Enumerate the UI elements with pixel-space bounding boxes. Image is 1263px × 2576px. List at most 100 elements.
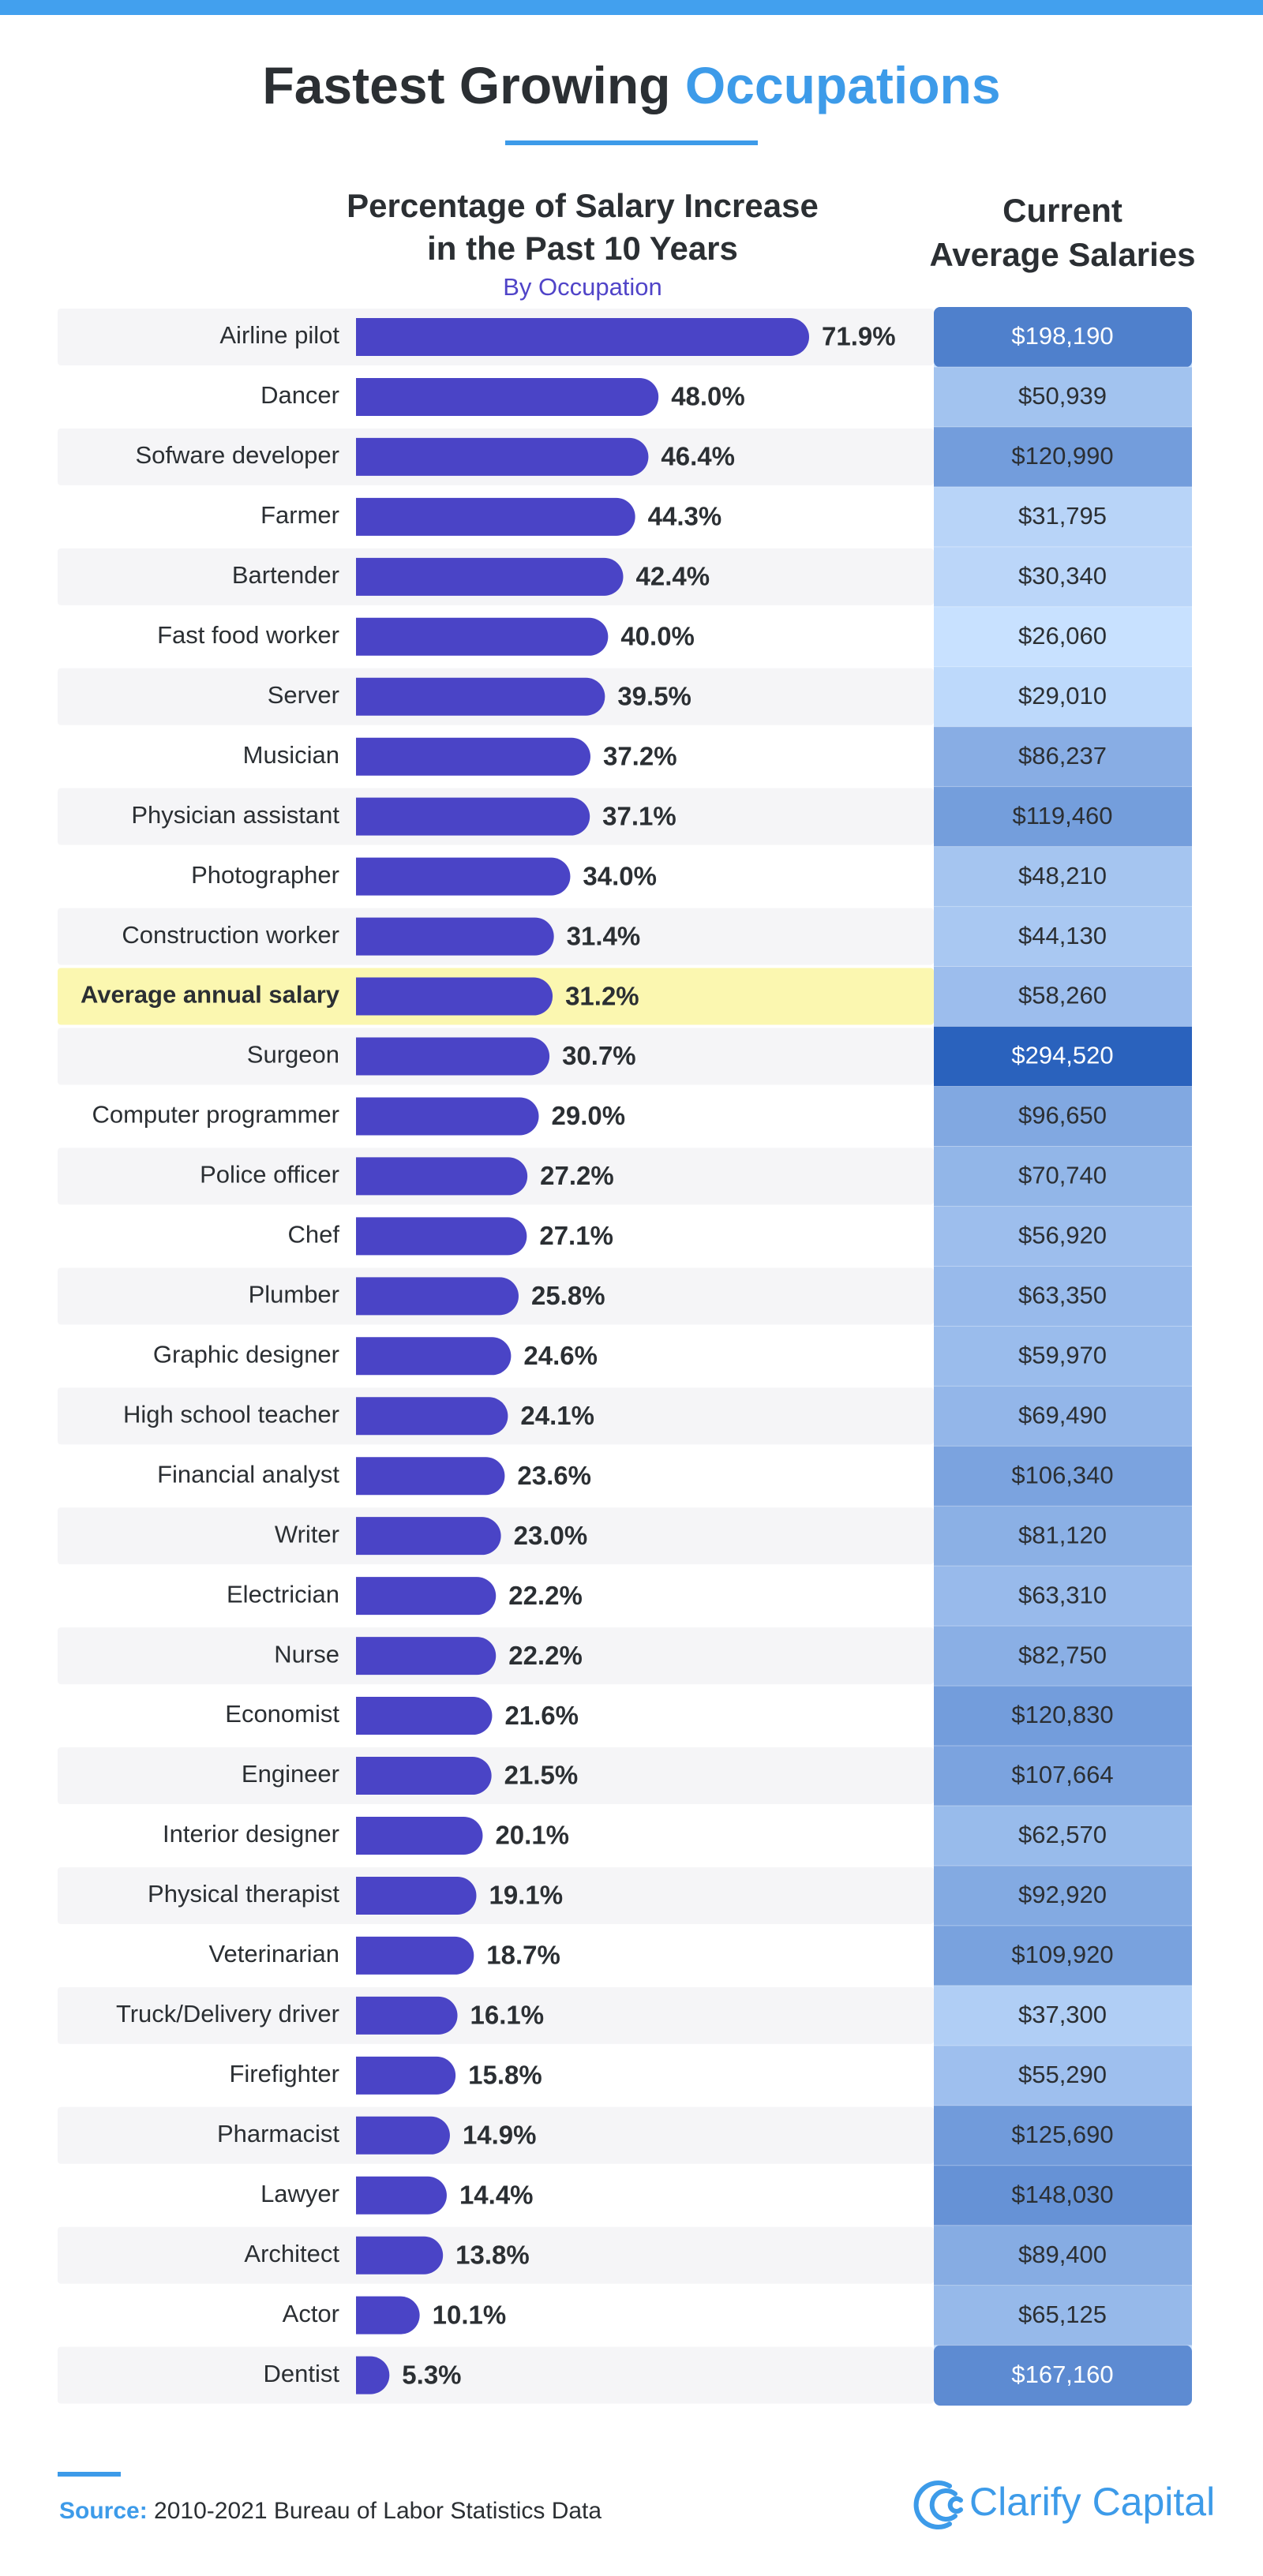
category-label: Plumber bbox=[249, 1281, 339, 1309]
row-band bbox=[58, 1986, 934, 2044]
value-label: 21.6% bbox=[504, 1701, 579, 1730]
salary-label: $63,350 bbox=[1018, 1282, 1107, 1309]
bar bbox=[356, 1996, 458, 2035]
salary-cell bbox=[934, 1925, 1192, 1986]
value-label: 34.0% bbox=[583, 861, 657, 890]
title-underline bbox=[505, 140, 758, 145]
category-label: Actor bbox=[283, 2300, 339, 2327]
value-label: 29.0% bbox=[552, 1101, 626, 1130]
salary-label: $96,650 bbox=[1018, 1102, 1107, 1129]
salary-label: $167,160 bbox=[1011, 2361, 1113, 2388]
category-label: Truck/Delivery driver bbox=[116, 2000, 339, 2027]
category-label: Bartender bbox=[232, 561, 339, 589]
category-label: Interior designer bbox=[163, 1820, 339, 1848]
row-band bbox=[58, 2286, 934, 2344]
source: Source: 2010-2021 Bureau of Labor Statis… bbox=[59, 2498, 602, 2524]
salary-cell bbox=[934, 1326, 1192, 1387]
salary-label: $56,920 bbox=[1018, 1222, 1107, 1249]
bar bbox=[356, 2356, 390, 2394]
category-label: Electrician bbox=[227, 1580, 339, 1608]
bar bbox=[356, 2056, 456, 2095]
brand-arc bbox=[947, 2496, 963, 2514]
salary-cell bbox=[934, 2345, 1192, 2406]
salary-cell bbox=[934, 1566, 1192, 1627]
source-text: 2010-2021 Bureau of Labor Statistics Dat… bbox=[154, 2498, 602, 2524]
salary-cell bbox=[934, 546, 1192, 608]
salary-cell bbox=[934, 966, 1192, 1028]
salary-cell bbox=[934, 606, 1192, 668]
salary-label: $119,460 bbox=[1013, 802, 1113, 829]
category-label: Architect bbox=[244, 2240, 339, 2267]
salary-label: $63,310 bbox=[1018, 1581, 1107, 1608]
category-label: Fast food worker bbox=[157, 621, 339, 649]
bar bbox=[356, 857, 571, 896]
salary-cell bbox=[934, 1985, 1192, 2046]
bar bbox=[356, 1097, 539, 1136]
row-band bbox=[58, 1926, 934, 1984]
salary-label: $148,030 bbox=[1011, 2181, 1113, 2208]
bar bbox=[356, 1157, 528, 1196]
value-label: 16.1% bbox=[470, 2001, 545, 2030]
row-band bbox=[58, 1747, 934, 1805]
rows: Airline pilot 71.9% $198,190 Dancer 48.0% $50… bbox=[58, 307, 1192, 2406]
bar bbox=[356, 1397, 508, 1436]
value-label: 40.0% bbox=[620, 621, 695, 650]
salary-label: $81,120 bbox=[1018, 1521, 1107, 1548]
category-label: Veterinarian bbox=[209, 1940, 339, 1968]
row-band bbox=[58, 1687, 934, 1745]
category-label: Sofware developer bbox=[136, 441, 340, 469]
salary-cell bbox=[934, 2105, 1192, 2166]
category-label: Chef bbox=[288, 1221, 340, 1249]
salary-cell bbox=[934, 1446, 1192, 1507]
salary-label: $86,237 bbox=[1018, 742, 1107, 769]
salary-cell bbox=[934, 726, 1192, 788]
row-band bbox=[58, 2046, 934, 2104]
salary-label: $92,920 bbox=[1018, 1881, 1107, 1908]
bar bbox=[356, 1457, 505, 1496]
value-label: 24.6% bbox=[523, 1341, 598, 1370]
salary-cell bbox=[934, 1746, 1192, 1807]
bar-subtitle: By Occupation bbox=[503, 273, 662, 301]
salary-cell bbox=[934, 1865, 1192, 1926]
value-label: 20.1% bbox=[495, 1821, 569, 1850]
brand-icon bbox=[913, 2481, 963, 2529]
salary-cell bbox=[934, 426, 1192, 488]
value-label: 19.1% bbox=[489, 1881, 563, 1910]
bar bbox=[356, 557, 624, 596]
salary-cell bbox=[934, 846, 1192, 908]
value-label: 18.7% bbox=[486, 1941, 560, 1970]
bar bbox=[356, 617, 609, 656]
value-label: 22.2% bbox=[508, 1581, 583, 1610]
bar bbox=[356, 677, 605, 716]
bar bbox=[356, 437, 649, 476]
bar bbox=[356, 497, 635, 536]
bar bbox=[356, 1637, 497, 1676]
brand: Clarify Capital bbox=[969, 2480, 1215, 2524]
salary-cell bbox=[934, 1686, 1192, 1747]
value-label: 27.1% bbox=[539, 1221, 613, 1250]
salary-label: $106,340 bbox=[1011, 1461, 1113, 1488]
salary-label: $31,795 bbox=[1018, 502, 1107, 530]
value-label: 22.2% bbox=[508, 1641, 583, 1670]
brand-arc bbox=[929, 2488, 958, 2522]
value-label: 10.1% bbox=[433, 2300, 507, 2329]
category-label: Average annual salary bbox=[81, 981, 340, 1009]
salary-label: $65,125 bbox=[1018, 2301, 1107, 2328]
salary-label: $70,740 bbox=[1018, 1162, 1107, 1189]
row-band bbox=[58, 1866, 934, 1924]
bar bbox=[356, 1577, 497, 1616]
salary-label: $48,210 bbox=[1018, 862, 1107, 889]
bar bbox=[356, 1517, 501, 1556]
category-label: Physician assistant bbox=[131, 801, 339, 829]
salary-label: $120,990 bbox=[1011, 442, 1113, 470]
row-band bbox=[58, 1807, 934, 1864]
category-label: Nurse bbox=[274, 1640, 339, 1668]
salary-label: $107,664 bbox=[1011, 1761, 1113, 1788]
salary-label: $294,520 bbox=[1011, 1042, 1113, 1069]
bar bbox=[356, 1936, 474, 1975]
category-label: Photographer bbox=[191, 861, 339, 889]
category-label: Dentist bbox=[264, 2360, 340, 2387]
source-rule bbox=[58, 2472, 121, 2477]
category-label: Lawyer bbox=[260, 2180, 339, 2207]
top-band bbox=[0, 0, 1263, 15]
